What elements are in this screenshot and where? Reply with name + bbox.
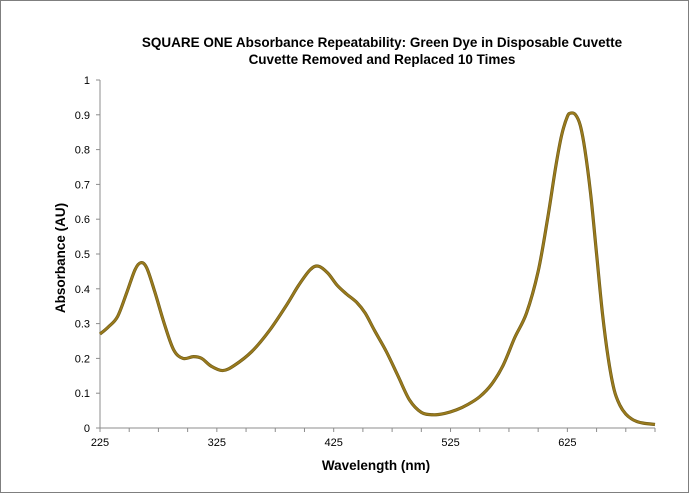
axes-group	[99, 80, 655, 429]
x-tick-label: 525	[441, 437, 459, 449]
y-tick-label: 0.4	[75, 284, 90, 296]
series-line-shadow	[98, 111, 656, 427]
chart-title: SQUARE ONE Absorbance Repeatability: Gre…	[142, 35, 623, 50]
series-layer	[98, 111, 656, 427]
x-tick-label: 425	[325, 437, 343, 449]
y-tick-label: 0	[84, 423, 90, 435]
y-tick-label: 0.5	[75, 249, 90, 261]
y-tick-label: 0.9	[75, 110, 90, 122]
x-tick-label: 325	[208, 437, 226, 449]
y-tick-label: 0.1	[75, 388, 90, 400]
y-tick-group: 0 0.1 0.2 0.3 0.4 0.5 0.6 0.7 0.8 0.9 1	[75, 75, 100, 435]
y-tick-label: 1	[84, 75, 90, 87]
y-tick-label: 0.2	[75, 353, 90, 365]
y-tick-label: 0.8	[75, 145, 90, 157]
x-axis-title: Wavelength (nm)	[322, 458, 430, 473]
y-axis-title: Absorbance (AU)	[53, 203, 68, 313]
x-tick-label: 225	[91, 437, 109, 449]
y-tick-label: 0.6	[75, 214, 90, 226]
x-tick-label: 625	[558, 437, 576, 449]
x-tick-group: 225 325 425 525 625	[91, 428, 656, 449]
absorbance-series-line	[99, 111, 656, 426]
chart-subtitle: Cuvette Removed and Replaced 10 Times	[249, 52, 516, 67]
y-tick-label: 0.7	[75, 179, 90, 191]
y-tick-label: 0.3	[75, 319, 90, 331]
